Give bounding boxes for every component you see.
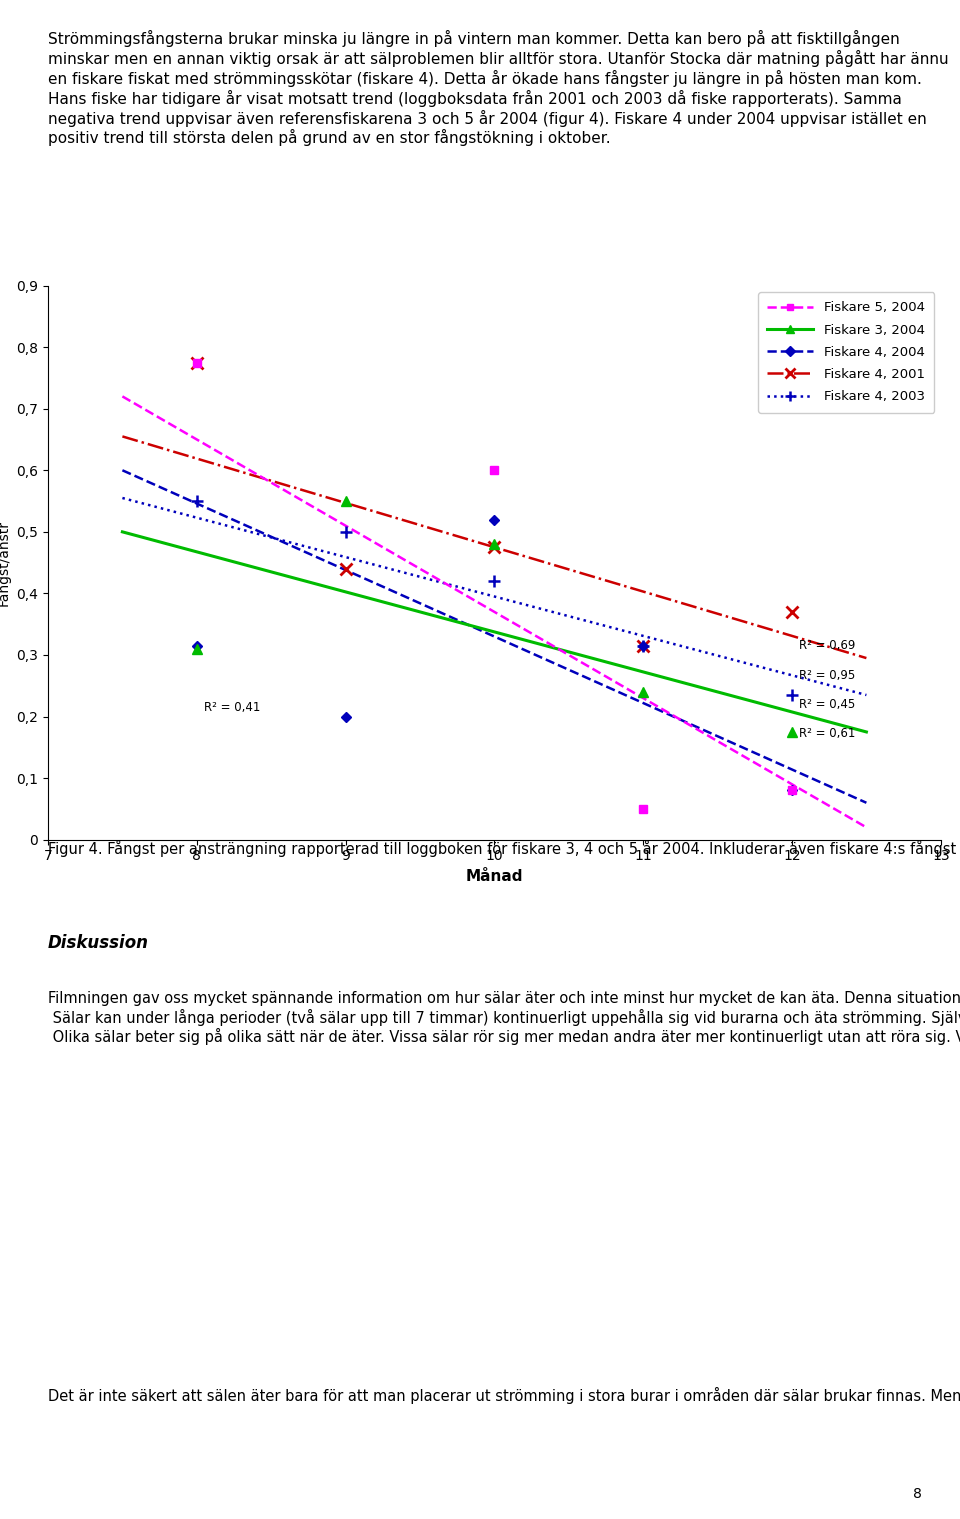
Text: Diskussion: Diskussion (48, 934, 149, 952)
Legend: Fiskare 5, 2004, Fiskare 3, 2004, Fiskare 4, 2004, Fiskare 4, 2001, Fiskare 4, 2: Fiskare 5, 2004, Fiskare 3, 2004, Fiskar… (758, 292, 934, 413)
Text: 8: 8 (913, 1487, 922, 1501)
Text: Det är inte säkert att sälen äter bara för att man placerar ut strömming i stora: Det är inte säkert att sälen äter bara f… (48, 1387, 960, 1404)
Text: R² = 0,95: R² = 0,95 (800, 668, 855, 682)
X-axis label: Månad: Månad (466, 869, 523, 884)
Text: R² = 0,61: R² = 0,61 (800, 726, 855, 740)
Text: R² = 0,45: R² = 0,45 (800, 697, 855, 711)
Text: Filmningen gav oss mycket spännande information om hur sälar äter och inte minst: Filmningen gav oss mycket spännande info… (48, 989, 960, 1045)
Text: R² = 0,41: R² = 0,41 (204, 700, 260, 714)
Text: R² = 0,69: R² = 0,69 (800, 639, 855, 652)
Y-axis label: Fångst/anstr: Fångst/anstr (0, 519, 11, 606)
Text: Figur 4. Fångst per ansträngning rapporterad till loggboken för fiskare 3, 4 och: Figur 4. Fångst per ansträngning rapport… (48, 840, 960, 857)
Text: Strömmingsfångsterna brukar minska ju längre in på vintern man kommer. Detta kan: Strömmingsfångsterna brukar minska ju lä… (48, 30, 948, 146)
